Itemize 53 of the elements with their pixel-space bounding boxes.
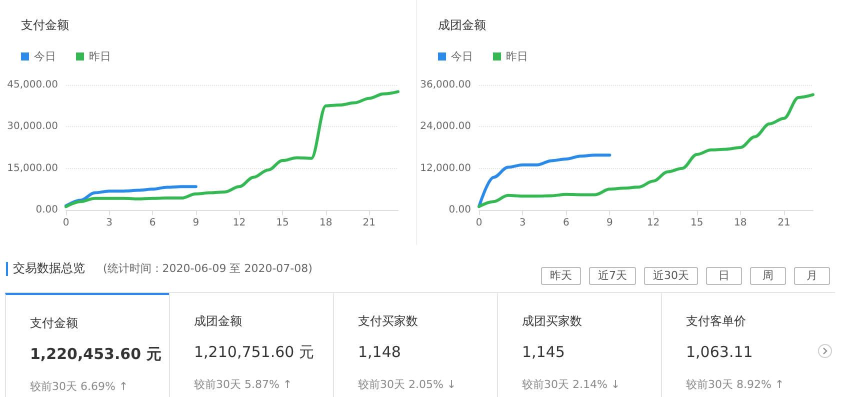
text: 1,145 [522,343,565,361]
legend-label: 昨日 [89,50,111,63]
text: 1,210,751.60 元 [194,343,314,362]
text: 较前30天 5.87% ↑ [194,377,292,392]
x-tick-label: 0 [476,218,482,228]
text: 较前30天 8.92% ↑ [686,377,784,392]
text: (统计时间：2020-06-09 至 2020-07-08) [103,261,312,276]
chart-title: 成团金额 [438,18,486,32]
legend-label: 今日 [451,50,473,63]
text: 支付客单价 [686,313,746,330]
text: 成团金额 [194,313,242,330]
text: 1,220,453.60 元 [30,345,162,364]
text: 支付金额 [30,315,78,332]
y-tick-label: 12,000.00 [420,162,471,174]
x-tick-label: 12 [232,218,246,228]
y-tick-label: 36,000.00 [420,80,471,90]
y-tick-label: 0.00 [448,204,471,216]
x-tick-label: 6 [149,218,156,228]
x-tick-label: 15 [690,218,704,228]
legend-label: 昨日 [506,50,528,63]
text: 交易数据总览 [13,260,85,277]
text: 较前30天 6.69% ↑ [30,379,128,394]
x-tick-label: 15 [276,218,289,228]
x-tick-label: 18 [319,218,332,228]
x-tick-label: 6 [562,218,570,228]
y-tick-label: 0.00 [36,204,58,216]
x-tick-label: 9 [606,218,613,228]
x-tick-label: 9 [192,218,200,228]
x-tick-label: 3 [106,218,112,228]
y-tick-label: 45,000.00 [7,80,58,90]
text: 日 [706,267,742,285]
legend-label: 今日 [34,50,56,63]
y-tick-label: 15,000.00 [7,162,58,174]
text: 近30天 [644,267,698,285]
y-tick-label: 30,000.00 [7,121,58,132]
text: 较前30天 2.14% ↓ [522,377,620,392]
text: 较前30天 2.05% ↓ [358,377,456,392]
text: 近7天 [589,267,636,285]
x-tick-label: 3 [519,218,526,228]
text: 昨天 [541,267,581,285]
text: 支付买家数 [358,313,418,330]
text: 成团买家数 [522,313,582,330]
text: 1,148 [358,343,401,361]
chart-title: 支付金额 [21,18,69,32]
x-tick-label: 21 [778,218,790,228]
x-tick-label: 12 [646,218,660,228]
text: 1,063.11 [686,343,753,361]
x-tick-label: 21 [362,218,376,228]
x-tick-label: 18 [734,218,747,228]
text: 月 [794,267,830,285]
y-tick-label: 24,000.00 [420,121,471,132]
text: 周 [750,267,786,285]
x-tick-label: 0 [62,218,70,228]
